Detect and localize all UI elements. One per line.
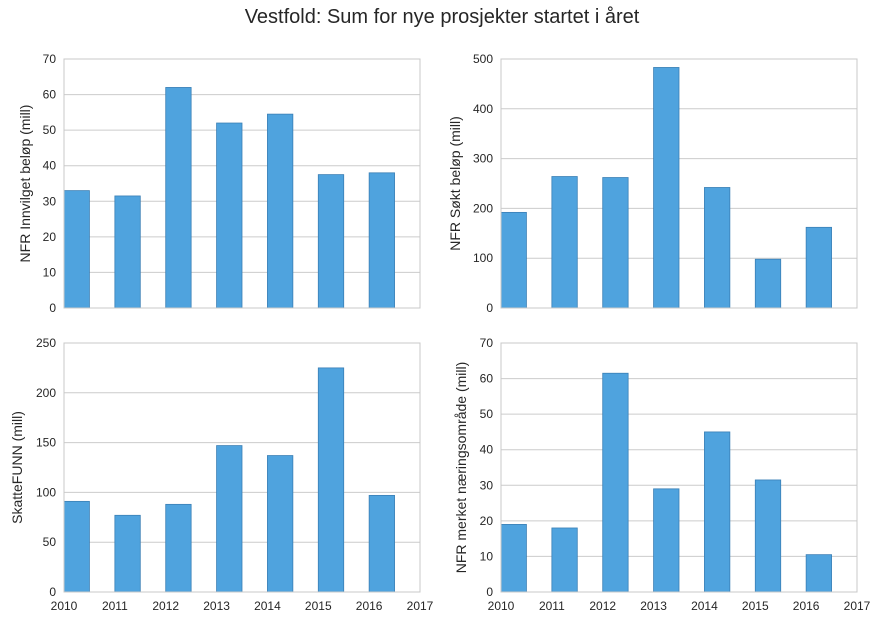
chart-panel-4: 0 10 20 30 40 50 60 70 2010 2011 2012 2013 2014 2015 2… xyxy=(453,336,871,613)
x-tick-label: 2013 xyxy=(640,599,667,613)
y-tick-label: 20 xyxy=(43,230,57,244)
bar-2013 xyxy=(653,67,680,309)
x-tick-label: 2014 xyxy=(254,599,281,613)
plot-frame xyxy=(63,58,421,309)
bar-2012 xyxy=(602,177,629,309)
x-tick-label: 2010 xyxy=(488,599,515,613)
bar-2015 xyxy=(754,258,782,309)
y-tick-label: 10 xyxy=(480,549,494,563)
plot-frame xyxy=(500,58,858,309)
y-tick-label: 40 xyxy=(43,159,57,173)
y-tick-label: 0 xyxy=(49,585,56,599)
chart-panel-2: 0 100 200 300 400 500 NFR Søkt beløp (mill) xyxy=(447,52,858,315)
y-tick-label: 60 xyxy=(43,88,57,102)
y-axis-label: NFR Innvilget beløp (mill) xyxy=(17,105,33,263)
bar-2014 xyxy=(267,113,294,309)
y-tick-label: 100 xyxy=(473,251,493,265)
bar-2015 xyxy=(754,479,782,593)
bar-2015 xyxy=(317,174,345,309)
y-tick-label: 50 xyxy=(43,535,57,549)
x-tick-label: 2015 xyxy=(305,599,332,613)
y-tick-label: 0 xyxy=(486,301,493,315)
x-tick-label: 2012 xyxy=(589,599,616,613)
y-tick-label: 0 xyxy=(486,585,493,599)
bar-2012 xyxy=(165,503,192,593)
y-tick-label: 0 xyxy=(49,301,56,315)
bar-2016 xyxy=(805,226,832,309)
y-tick-label: 60 xyxy=(480,372,494,386)
y-tick-label: 70 xyxy=(43,52,57,66)
bar-2010 xyxy=(500,211,527,309)
y-tick-label: 70 xyxy=(480,336,494,350)
y-tick-label: 200 xyxy=(36,386,56,400)
bar-2011 xyxy=(114,514,141,593)
y-tick-label: 500 xyxy=(473,52,493,66)
y-tick-label: 50 xyxy=(480,407,494,421)
plot-frame xyxy=(63,342,421,593)
bar-2014 xyxy=(704,431,731,593)
y-tick-label: 400 xyxy=(473,102,493,116)
bar-2012 xyxy=(602,372,629,593)
bar-2014 xyxy=(704,187,731,309)
chart-panel-1: 0 10 20 30 40 50 60 70 NFR Innvilget beløp (mill… xyxy=(17,52,421,315)
bar-2010 xyxy=(63,500,90,593)
y-axis-label: NFR merket næringsområde (mill) xyxy=(453,362,469,574)
x-tick-label: 2013 xyxy=(203,599,230,613)
x-tick-label: 2011 xyxy=(539,599,565,613)
bar-2011 xyxy=(551,176,578,309)
bar-2010 xyxy=(63,190,90,309)
bar-2011 xyxy=(114,195,141,309)
x-tick-label: 2014 xyxy=(691,599,718,613)
chart-panel-3: 0 50 100 150 200 250 2010 2011 2012 2013 2014 2015 2… xyxy=(9,336,434,613)
x-tick-label: 2015 xyxy=(742,599,769,613)
y-tick-label: 40 xyxy=(480,443,494,457)
y-tick-label: 20 xyxy=(480,514,494,528)
y-axis-label: NFR Søkt beløp (mill) xyxy=(447,116,463,251)
bar-2015 xyxy=(317,367,345,593)
bar-2014 xyxy=(267,455,294,593)
y-tick-label: 10 xyxy=(43,265,57,279)
bar-2016 xyxy=(368,494,395,593)
y-tick-label: 30 xyxy=(43,194,57,208)
bar-2013 xyxy=(653,488,680,593)
y-tick-label: 30 xyxy=(480,478,494,492)
x-tick-label: 2017 xyxy=(407,599,434,613)
x-tick-label: 2017 xyxy=(844,599,871,613)
y-tick-label: 200 xyxy=(473,201,493,215)
x-tick-label: 2012 xyxy=(152,599,179,613)
x-tick-label: 2016 xyxy=(793,599,820,613)
y-axis-label: SkatteFUNN (mill) xyxy=(9,411,25,524)
bar-2013 xyxy=(216,122,243,309)
figure-title: Vestfold: Sum for nye prosjekter startet… xyxy=(244,6,640,28)
plot-frame xyxy=(500,342,858,593)
bar-2016 xyxy=(805,554,832,593)
bar-2013 xyxy=(216,445,243,593)
bar-2010 xyxy=(500,524,527,593)
bar-2011 xyxy=(551,527,578,593)
x-tick-label: 2010 xyxy=(51,599,78,613)
x-tick-label: 2016 xyxy=(356,599,383,613)
bar-2012 xyxy=(165,87,192,309)
y-tick-label: 100 xyxy=(36,485,56,499)
x-tick-label: 2011 xyxy=(102,599,128,613)
y-tick-label: 50 xyxy=(43,123,57,137)
bar-2016 xyxy=(368,172,395,309)
y-tick-label: 250 xyxy=(36,336,56,350)
y-tick-label: 150 xyxy=(36,436,56,450)
y-tick-label: 300 xyxy=(473,152,493,166)
